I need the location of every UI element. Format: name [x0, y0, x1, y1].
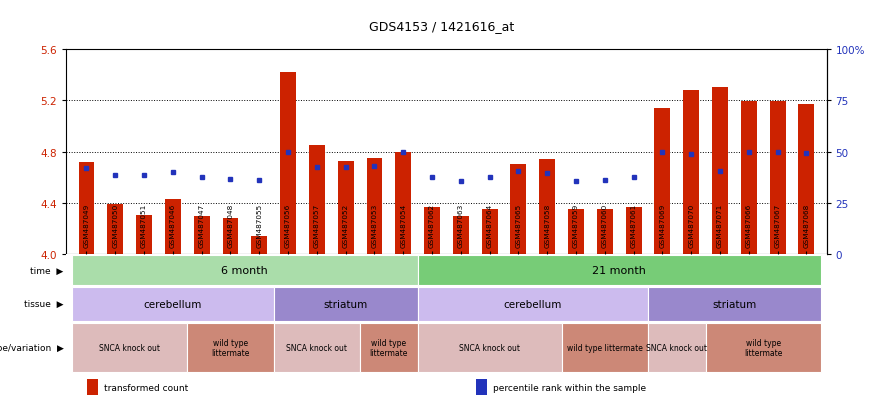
Bar: [165, 199, 180, 255]
Bar: [417, 287, 648, 321]
Bar: [395, 152, 411, 255]
Bar: [274, 323, 360, 372]
Text: striatum: striatum: [713, 299, 757, 309]
Bar: [87, 380, 98, 395]
Text: GDS4153 / 1421616_at: GDS4153 / 1421616_at: [370, 20, 514, 33]
Text: 21 month: 21 month: [592, 266, 646, 275]
Bar: [338, 161, 354, 255]
Text: transformed count: transformed count: [104, 383, 188, 392]
Bar: [274, 287, 417, 321]
Text: wild type
littermate: wild type littermate: [370, 338, 408, 357]
Bar: [187, 323, 274, 372]
Text: wild type
littermate: wild type littermate: [211, 338, 249, 357]
Bar: [510, 165, 526, 255]
Bar: [453, 216, 469, 255]
Text: striatum: striatum: [324, 299, 368, 309]
Text: SNCA knock out: SNCA knock out: [286, 343, 347, 352]
Bar: [626, 207, 642, 255]
Bar: [713, 88, 728, 255]
Bar: [597, 210, 613, 255]
Bar: [654, 109, 670, 255]
Bar: [417, 255, 820, 286]
Bar: [417, 323, 561, 372]
Bar: [705, 323, 820, 372]
Text: time  ▶: time ▶: [30, 266, 64, 275]
Text: SNCA knock out: SNCA knock out: [646, 343, 707, 352]
Bar: [648, 287, 820, 321]
Text: percentile rank within the sample: percentile rank within the sample: [492, 383, 646, 392]
Text: wild type
littermate: wild type littermate: [744, 338, 782, 357]
Bar: [476, 380, 487, 395]
Bar: [482, 210, 498, 255]
Bar: [561, 323, 648, 372]
Bar: [741, 102, 757, 255]
Bar: [194, 216, 210, 255]
Bar: [72, 255, 417, 286]
Text: cerebellum: cerebellum: [504, 299, 562, 309]
Bar: [309, 146, 324, 255]
Text: cerebellum: cerebellum: [144, 299, 202, 309]
Bar: [424, 207, 440, 255]
Text: wild type littermate: wild type littermate: [567, 343, 643, 352]
Bar: [280, 73, 296, 255]
Text: SNCA knock out: SNCA knock out: [459, 343, 520, 352]
Bar: [72, 323, 187, 372]
Bar: [72, 287, 274, 321]
Bar: [251, 237, 267, 255]
Bar: [79, 162, 95, 255]
Text: genotype/variation  ▶: genotype/variation ▶: [0, 343, 64, 352]
Text: 6 month: 6 month: [222, 266, 268, 275]
Bar: [367, 159, 383, 255]
Text: SNCA knock out: SNCA knock out: [99, 343, 160, 352]
Bar: [683, 90, 699, 255]
Bar: [539, 160, 555, 255]
Bar: [798, 105, 814, 255]
Bar: [223, 219, 239, 255]
Bar: [648, 323, 705, 372]
Bar: [360, 323, 417, 372]
Bar: [770, 102, 786, 255]
Bar: [568, 210, 584, 255]
Bar: [107, 205, 123, 255]
Bar: [136, 215, 152, 255]
Text: tissue  ▶: tissue ▶: [24, 299, 64, 309]
